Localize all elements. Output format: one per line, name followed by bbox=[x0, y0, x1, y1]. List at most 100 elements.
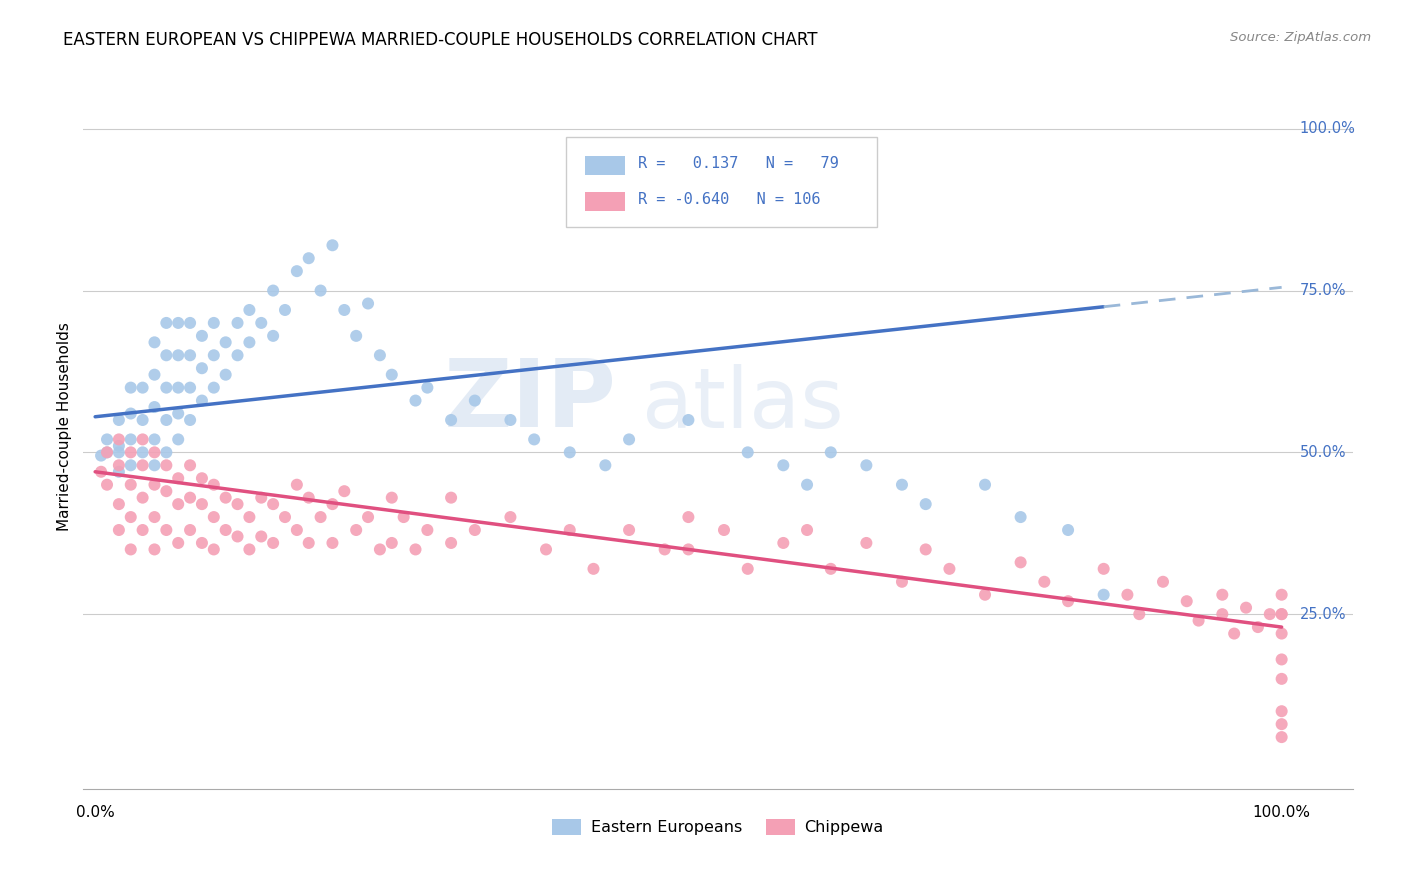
Point bbox=[1234, 600, 1257, 615]
Point bbox=[344, 329, 367, 343]
Point bbox=[262, 329, 284, 343]
Point bbox=[737, 445, 759, 459]
Text: Source: ZipAtlas.com: Source: ZipAtlas.com bbox=[1230, 31, 1371, 45]
Point bbox=[333, 484, 356, 499]
Point bbox=[1271, 607, 1294, 621]
Point bbox=[321, 238, 343, 252]
Point bbox=[250, 491, 273, 505]
Point bbox=[262, 536, 284, 550]
Point bbox=[155, 458, 177, 473]
Text: atlas: atlas bbox=[643, 364, 844, 445]
Point bbox=[191, 361, 214, 376]
Point bbox=[914, 542, 936, 557]
Point bbox=[309, 510, 332, 524]
Point bbox=[405, 542, 427, 557]
Point bbox=[167, 407, 190, 421]
Point bbox=[226, 348, 249, 362]
Point bbox=[1010, 510, 1032, 524]
Point bbox=[191, 329, 214, 343]
Point bbox=[179, 348, 201, 362]
Point bbox=[131, 413, 153, 427]
Point bbox=[202, 348, 225, 362]
Point bbox=[250, 529, 273, 543]
Point bbox=[215, 368, 238, 382]
Point bbox=[167, 316, 190, 330]
Point bbox=[274, 510, 297, 524]
Point bbox=[974, 477, 997, 491]
Point bbox=[321, 536, 343, 550]
Point bbox=[108, 497, 131, 511]
Point bbox=[226, 316, 249, 330]
Point bbox=[523, 433, 546, 447]
Point bbox=[143, 445, 166, 459]
Point bbox=[274, 303, 297, 318]
FancyBboxPatch shape bbox=[585, 156, 626, 175]
Point bbox=[855, 458, 877, 473]
Point bbox=[368, 542, 391, 557]
Point bbox=[202, 542, 225, 557]
Point bbox=[96, 445, 118, 459]
Point bbox=[1187, 614, 1209, 628]
Point bbox=[155, 413, 177, 427]
Point bbox=[202, 316, 225, 330]
Point bbox=[357, 510, 380, 524]
Point bbox=[238, 510, 260, 524]
Point bbox=[96, 477, 118, 491]
Point bbox=[179, 491, 201, 505]
Point bbox=[357, 296, 380, 310]
Point bbox=[617, 433, 640, 447]
Point bbox=[120, 477, 142, 491]
Point bbox=[143, 335, 166, 350]
Point bbox=[179, 413, 201, 427]
Point bbox=[1247, 620, 1270, 634]
Point bbox=[285, 477, 308, 491]
Point bbox=[974, 588, 997, 602]
Point bbox=[108, 465, 131, 479]
Point bbox=[298, 536, 321, 550]
Point bbox=[108, 523, 131, 537]
Point bbox=[582, 562, 605, 576]
Point bbox=[595, 458, 617, 473]
Point bbox=[108, 445, 131, 459]
Point bbox=[120, 542, 142, 557]
Point bbox=[855, 536, 877, 550]
Point bbox=[678, 510, 700, 524]
Point bbox=[108, 433, 131, 447]
Point bbox=[96, 445, 118, 459]
Point bbox=[191, 393, 214, 408]
Text: R =   0.137   N =   79: R = 0.137 N = 79 bbox=[638, 156, 839, 171]
Point bbox=[131, 381, 153, 395]
Text: ZIP: ZIP bbox=[444, 355, 616, 447]
Point bbox=[90, 449, 112, 463]
Point bbox=[120, 510, 142, 524]
Point bbox=[191, 536, 214, 550]
Point bbox=[713, 523, 735, 537]
Point bbox=[820, 445, 842, 459]
Point bbox=[238, 335, 260, 350]
Point bbox=[191, 471, 214, 485]
Point bbox=[179, 316, 201, 330]
Point bbox=[96, 433, 118, 447]
Point bbox=[155, 484, 177, 499]
Point bbox=[464, 523, 486, 537]
FancyBboxPatch shape bbox=[585, 192, 626, 211]
Point bbox=[155, 523, 177, 537]
Point bbox=[143, 510, 166, 524]
Point bbox=[1092, 588, 1115, 602]
Point bbox=[440, 491, 463, 505]
Point bbox=[131, 433, 153, 447]
Point bbox=[226, 497, 249, 511]
Point bbox=[1057, 594, 1080, 608]
Point bbox=[120, 433, 142, 447]
Point bbox=[1010, 555, 1032, 569]
Point bbox=[392, 510, 415, 524]
Point bbox=[914, 497, 936, 511]
Point bbox=[1152, 574, 1174, 589]
Point bbox=[155, 348, 177, 362]
Point bbox=[820, 562, 842, 576]
Point bbox=[891, 477, 914, 491]
Text: EASTERN EUROPEAN VS CHIPPEWA MARRIED-COUPLE HOUSEHOLDS CORRELATION CHART: EASTERN EUROPEAN VS CHIPPEWA MARRIED-COU… bbox=[63, 31, 818, 49]
Text: 75.0%: 75.0% bbox=[1299, 283, 1346, 298]
Point bbox=[143, 368, 166, 382]
Y-axis label: Married-couple Households: Married-couple Households bbox=[58, 322, 72, 531]
